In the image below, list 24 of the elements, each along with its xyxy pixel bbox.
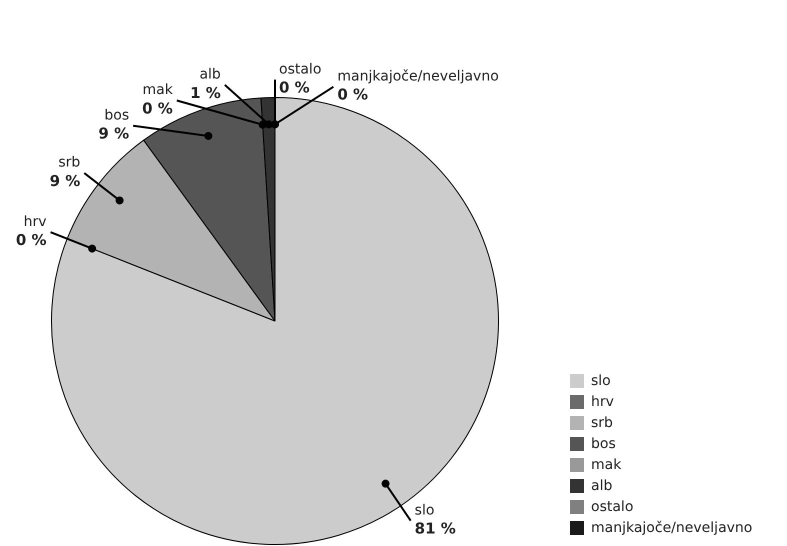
legend-label: mak bbox=[591, 456, 622, 472]
slice-label: srb bbox=[58, 154, 80, 171]
slice-label: slo bbox=[414, 502, 434, 518]
legend-label: alb bbox=[591, 478, 612, 494]
text: 0 % bbox=[279, 78, 310, 97]
text: 0 % bbox=[337, 86, 368, 104]
data-label: 9 % bbox=[50, 172, 80, 190]
text: 0 % bbox=[16, 231, 47, 250]
legend-label: manjkajoče/neveljavno bbox=[591, 520, 752, 536]
category-label: mak bbox=[142, 82, 173, 98]
data-label: 9 % bbox=[98, 124, 130, 143]
category-label: hrv bbox=[24, 214, 47, 230]
legend-label: ostalo bbox=[591, 498, 634, 514]
text: 0 % bbox=[142, 99, 173, 118]
slice-label: bos bbox=[104, 107, 130, 124]
legend-label: slo bbox=[591, 372, 611, 388]
legend-label: srb bbox=[591, 414, 613, 430]
data-label: 81 % bbox=[414, 520, 456, 538]
legend-label: hrv bbox=[591, 394, 614, 410]
slice-label: alb bbox=[199, 66, 221, 83]
data-label: 1 % bbox=[190, 84, 221, 102]
category-label: ostalo bbox=[279, 61, 322, 78]
category-label: manjkajoče/neveljavno bbox=[337, 68, 499, 84]
legend-label: bos bbox=[591, 436, 616, 452]
